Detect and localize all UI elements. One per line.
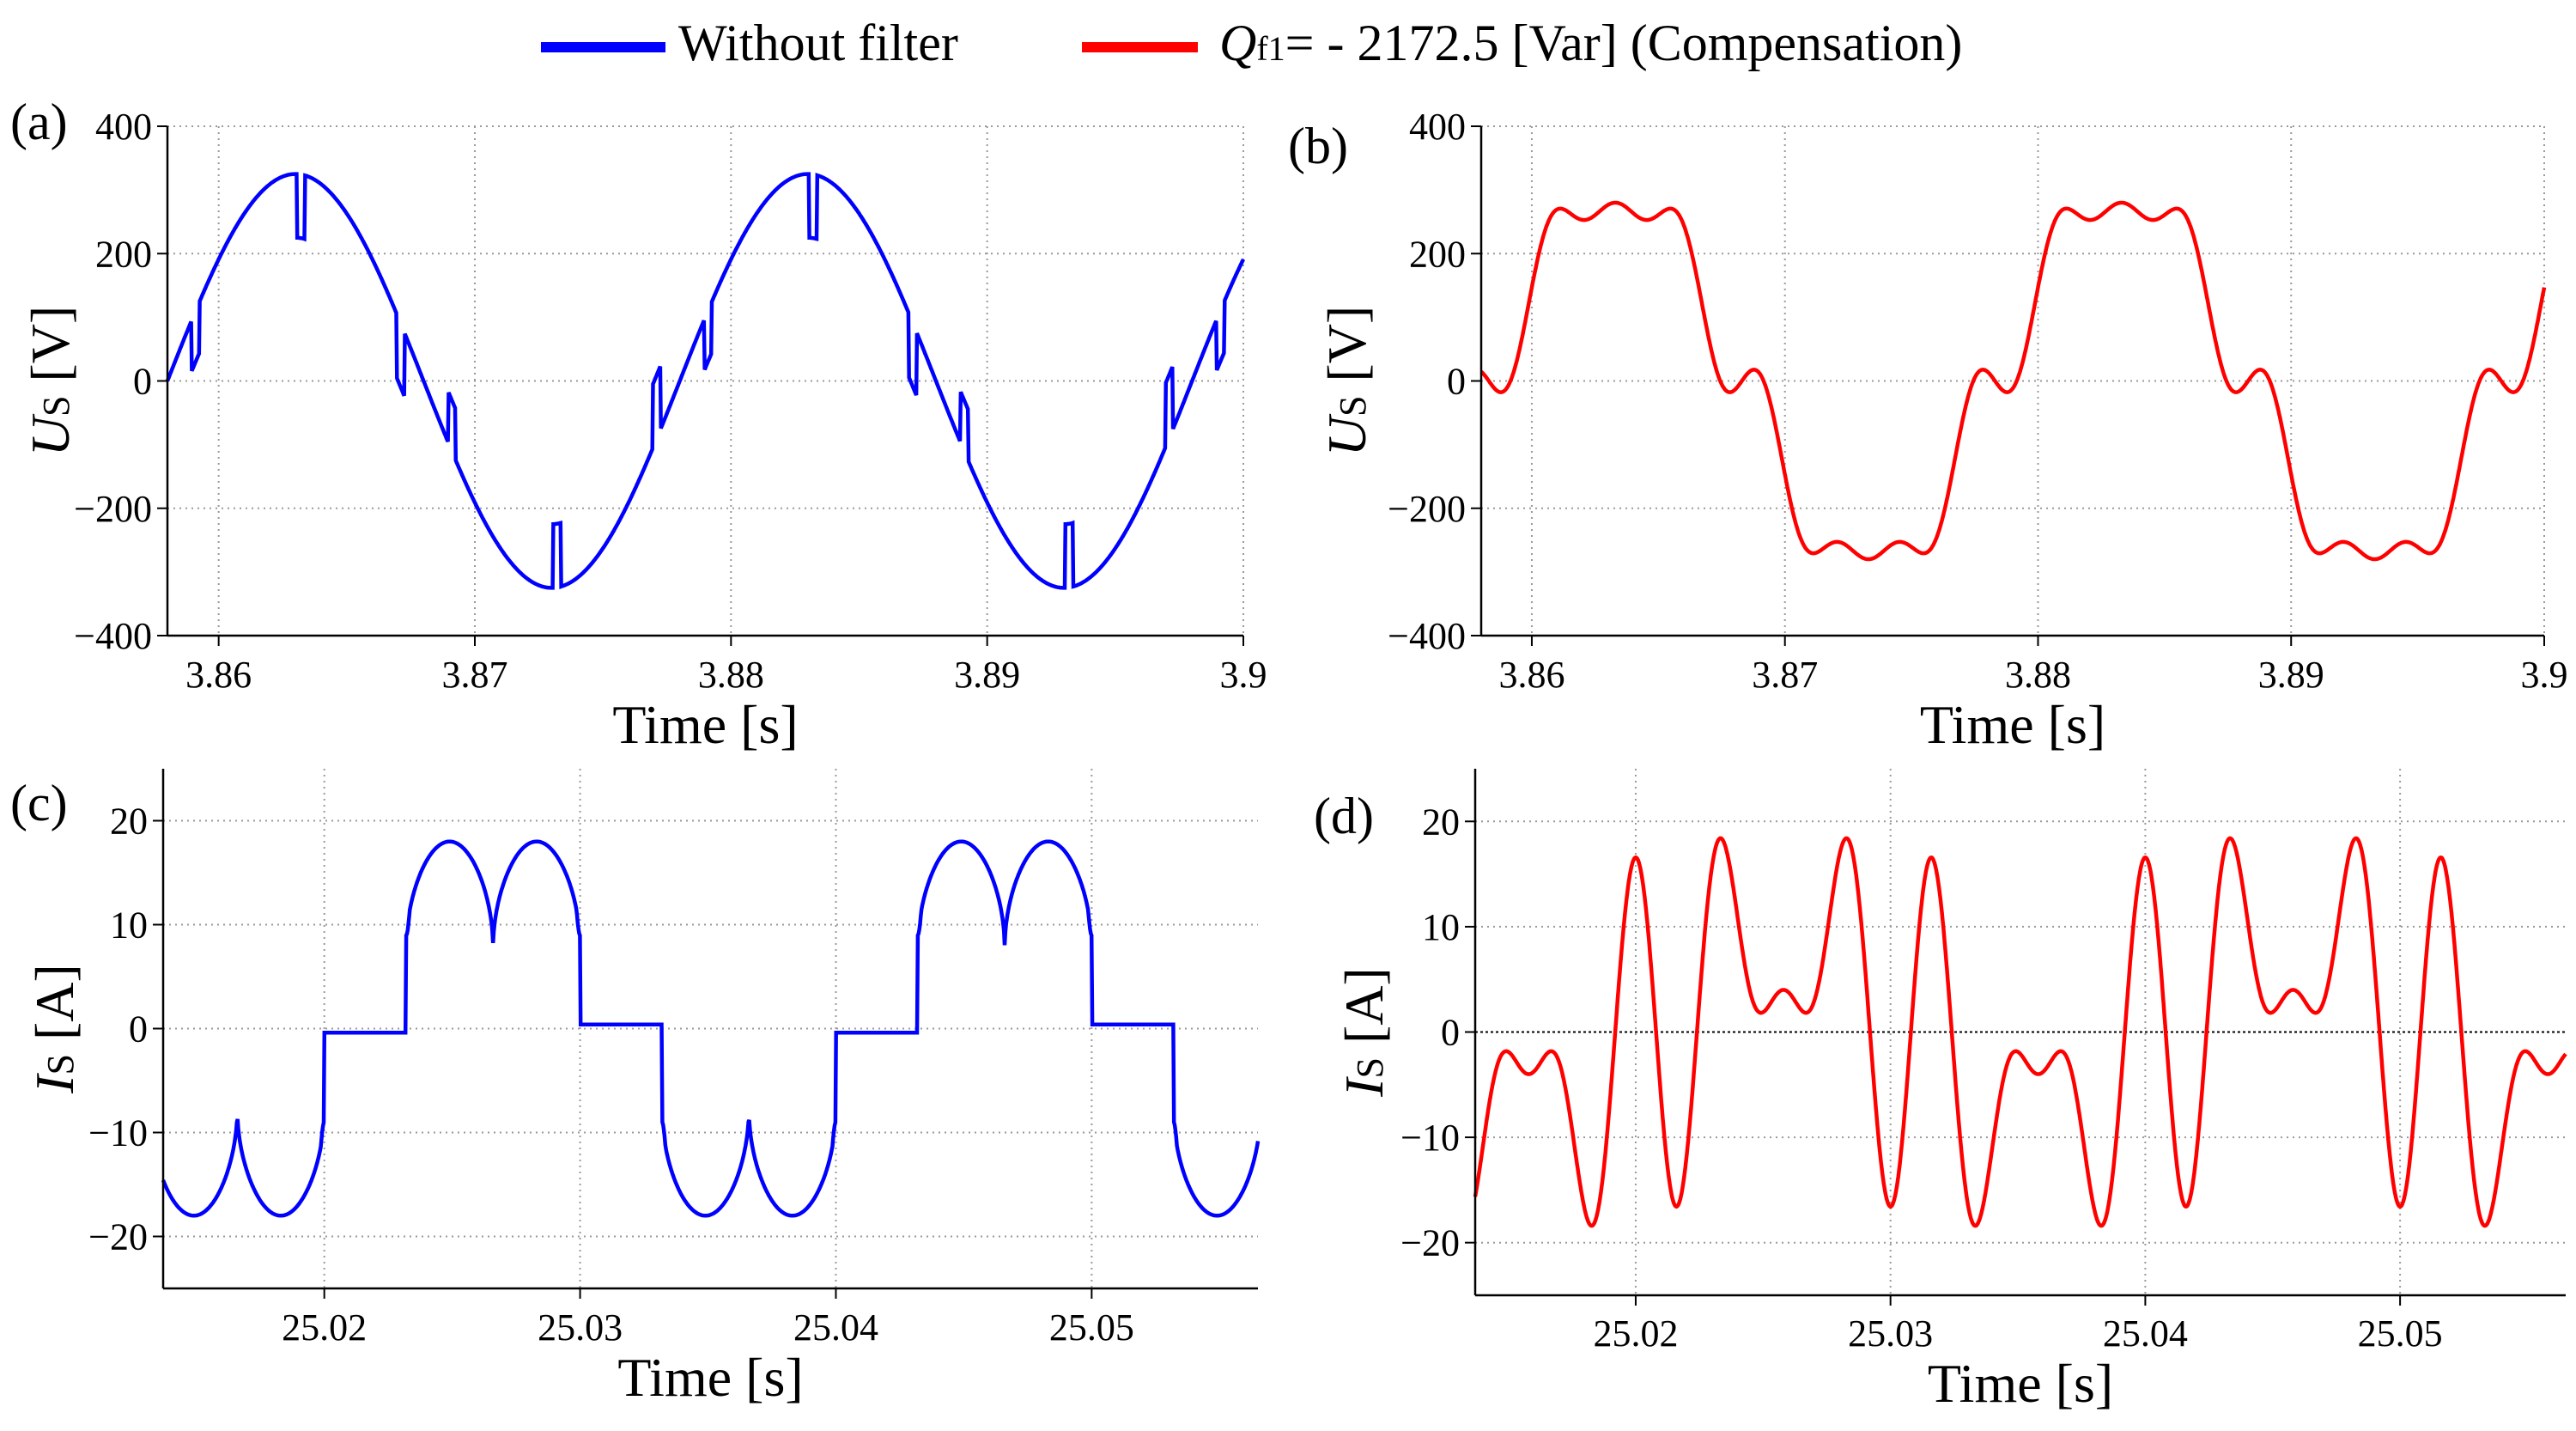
panel-label-d: (d) [1314, 788, 1374, 844]
y-tick-label: −20 [1400, 1222, 1460, 1264]
panel-label-c: (c) [10, 775, 68, 831]
x-tick-label: 25.02 [282, 1306, 367, 1349]
y-tick-label: 10 [110, 904, 148, 947]
y-tick-label: 400 [1409, 106, 1466, 148]
y-tick-label: −20 [88, 1216, 148, 1258]
series-line-c [161, 839, 1261, 1218]
legend-label-compensation: Qf1= - 2172.5 [Var] (Compensation) [1219, 15, 1962, 71]
panel-d: −20 −10 0 10 20 25.02 25.03 25.04 25.05 Time [s] I… [1314, 769, 2567, 1414]
legend: Without filter Qf1= - 2172.5 [Var] (Comp… [541, 15, 1962, 71]
x-tick-label: 25.03 [1848, 1312, 1933, 1355]
x-tick-label: 3.89 [954, 654, 1020, 696]
x-tick-label: 3.89 [2258, 654, 2324, 696]
x-tick-label: 25.02 [1593, 1312, 1678, 1355]
x-tick-label: 3.9 [2521, 654, 2568, 696]
x-tick-label: 3.88 [698, 654, 764, 696]
y-tick-label: −400 [1388, 615, 1466, 657]
y-axis-label: IS [A] [1334, 967, 1394, 1098]
x-tick-label: 3.87 [442, 654, 508, 696]
legend-label-without-filter: Without filter [678, 15, 958, 71]
x-tick-label: 3.86 [185, 654, 252, 696]
y-tick-label: 10 [1422, 906, 1460, 948]
panel-c: −20 −10 0 10 20 25.02 25.03 25.04 25.05 Time [s] I… [10, 769, 1261, 1408]
x-tick-label: 25.04 [2103, 1312, 2188, 1355]
x-tick-label: 3.86 [1498, 654, 1564, 696]
x-axis-label: Time [s] [1920, 694, 2105, 755]
y-axis-label: IS [A] [24, 964, 85, 1094]
x-axis-label: Time [s] [617, 1347, 803, 1408]
y-tick-label: −10 [88, 1112, 148, 1154]
y-tick-label: 200 [95, 233, 152, 275]
x-axis-label: Time [s] [1928, 1353, 2113, 1414]
y-tick-label: 0 [129, 1008, 148, 1050]
panel-label-a: (a) [10, 94, 68, 150]
y-tick-label: 0 [1447, 361, 1466, 403]
y-tick-label: 0 [1441, 1012, 1460, 1054]
y-tick-label: −200 [1388, 488, 1466, 530]
x-tick-label: 25.05 [2358, 1312, 2443, 1355]
series-line-d [1473, 836, 2567, 1228]
x-tick-label: 3.87 [1752, 654, 1818, 696]
y-tick-label: 200 [1409, 233, 1466, 275]
y-tick-label: 0 [133, 361, 152, 403]
y-tick-label: −400 [74, 615, 152, 657]
y-axis-label: US [V] [1316, 306, 1377, 457]
y-axis-label: US [V] [20, 306, 81, 457]
y-tick-label: 20 [110, 801, 148, 843]
y-tick-label: −10 [1400, 1117, 1460, 1159]
x-tick-label: 3.88 [2005, 654, 2071, 696]
x-tick-label: 25.03 [538, 1306, 623, 1349]
panel-label-b: (b) [1288, 118, 1348, 174]
y-tick-label: 20 [1422, 801, 1460, 843]
y-tick-label: −200 [74, 488, 152, 530]
x-axis-label: Time [s] [612, 694, 798, 755]
series-line-b [1479, 200, 2547, 562]
x-tick-label: 25.05 [1049, 1306, 1134, 1349]
series-line-a [165, 172, 1246, 590]
panel-b: −400 −200 0 200 400 3.86 3.87 3.88 3.89 3.9 Time [… [1288, 106, 2568, 755]
y-tick-label: 400 [95, 106, 152, 148]
x-tick-label: 25.04 [793, 1306, 878, 1349]
panel-a: −400 −200 0 200 400 3.86 3.87 3.88 3.89 3.9 Time [… [10, 94, 1267, 755]
x-tick-label: 3.9 [1220, 654, 1267, 696]
